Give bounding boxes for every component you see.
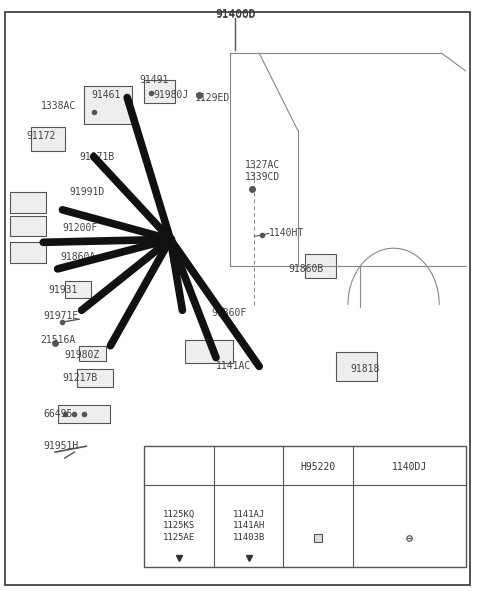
Bar [10,192,46,213]
Text: 91400D: 91400D [215,10,255,20]
Text: 91971B: 91971B [79,152,114,161]
Text: 1141AJ
1141AH
11403B: 1141AJ 1141AH 11403B [232,509,265,543]
Text: 91991D: 91991D [70,187,105,197]
Text: 91931: 91931 [48,285,77,294]
Text: 91951H: 91951H [43,441,78,451]
Text: 91461: 91461 [91,90,120,99]
Bar [144,80,175,103]
Text: 91172: 91172 [26,131,56,141]
Text: 91971E: 91971E [43,311,78,321]
Bar [79,346,106,361]
Text: 91818: 91818 [350,365,380,374]
Bar [31,127,65,151]
Bar [336,352,377,381]
Bar [185,340,233,363]
Text: 21516A: 21516A [41,335,76,345]
Bar [84,86,132,124]
Text: 1125KQ
1125KS
1125AE: 1125KQ 1125KS 1125AE [163,509,195,543]
Text: 1339CD: 1339CD [245,173,280,182]
Text: 91217B: 91217B [62,374,97,383]
Text: H95220: H95220 [300,462,336,472]
Text: 1338AC: 1338AC [41,102,76,111]
Text: 1141AC: 1141AC [216,362,251,371]
Bar [144,446,466,567]
Bar [77,369,113,387]
Text: 91400D: 91400D [215,9,255,19]
Text: 1327AC: 1327AC [245,161,280,170]
Bar [65,281,91,298]
Bar [10,216,46,236]
Text: 1129ED: 1129ED [194,93,229,102]
Bar [305,254,336,278]
Text: 91200F: 91200F [62,223,97,232]
Text: 91980J: 91980J [154,90,189,99]
Text: 1140DJ: 1140DJ [392,462,427,472]
Text: 91860A: 91860A [60,252,95,262]
Text: 91860B: 91860B [288,264,323,274]
Text: 1140HT: 1140HT [269,229,304,238]
Bar [58,405,110,423]
Text: 91860F: 91860F [211,309,246,318]
Bar [10,242,46,263]
Text: 91491: 91491 [139,75,168,85]
Text: 66495: 66495 [43,409,72,418]
Text: 91980Z: 91980Z [65,350,100,359]
